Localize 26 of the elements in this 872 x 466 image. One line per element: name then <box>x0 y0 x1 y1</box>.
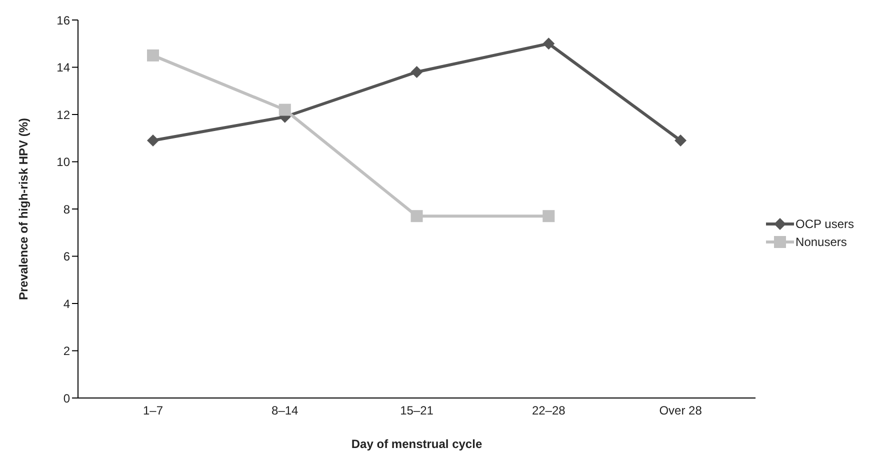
y-tick-label: 16 <box>56 13 70 28</box>
point <box>278 104 291 116</box>
x-tick-label: Over 28 <box>659 404 702 418</box>
x-tick-label: 8–14 <box>272 404 299 418</box>
y-tick-label: 14 <box>56 60 70 75</box>
y-tick-label: 12 <box>56 108 70 122</box>
x-tick-label: 1–7 <box>142 404 164 418</box>
point <box>542 38 555 50</box>
legend-label: OCP users <box>796 217 854 231</box>
y-axis-title: Prevalence of high-risk HPV (%) <box>16 118 30 300</box>
point <box>674 134 687 146</box>
point <box>542 210 555 222</box>
legend-label: Nonusers <box>796 235 847 249</box>
y-tick-label: 10 <box>56 155 70 170</box>
x-tick-label: 15–21 <box>400 404 434 418</box>
y-tick-label: 4 <box>63 296 70 311</box>
x-axis-title: Day of menstrual cycle <box>351 437 482 451</box>
point <box>147 49 159 62</box>
y-tick-label: 8 <box>63 202 70 216</box>
x-tick-label: 22–28 <box>532 404 566 418</box>
y-tick-label: 6 <box>63 250 70 264</box>
point <box>410 66 423 78</box>
point <box>147 134 159 146</box>
y-tick-label: 0 <box>63 391 70 406</box>
point <box>410 210 423 222</box>
y-tick-label: 2 <box>63 344 70 358</box>
